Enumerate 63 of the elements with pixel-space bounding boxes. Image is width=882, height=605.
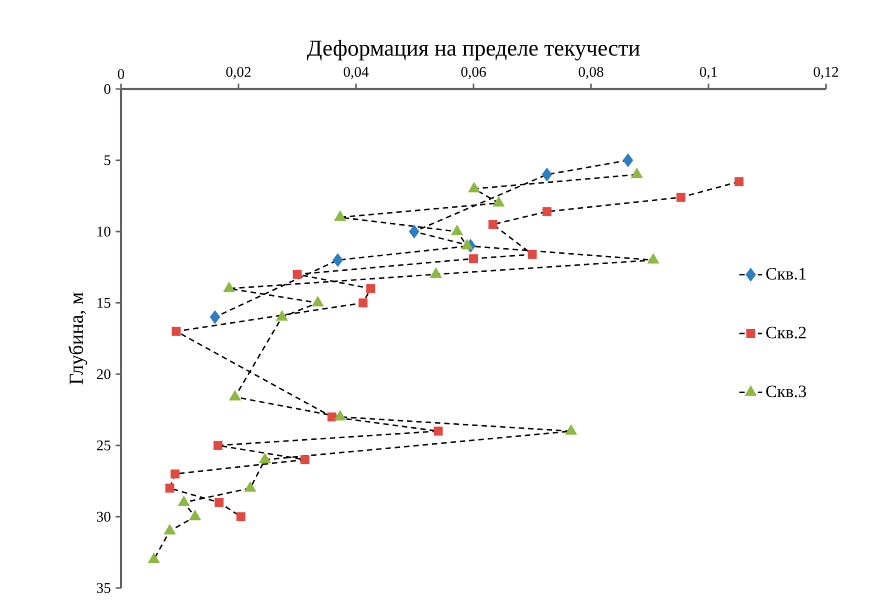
point [213, 440, 222, 450]
x-tick-label: 0 [118, 69, 124, 79]
x-tick-label: 0,04 [344, 66, 369, 79]
x-axis-title: Деформация на пределе текучести [306, 40, 640, 60]
y-tick-label: 15 [98, 298, 110, 308]
point [258, 452, 271, 464]
point [461, 238, 474, 250]
x-tick-label: 0,08 [578, 66, 604, 79]
y-tick-label: 30 [97, 512, 110, 522]
point [647, 253, 660, 264]
x-tick-label: 0,12 [814, 66, 838, 79]
point [170, 469, 180, 478]
point [492, 196, 505, 207]
point [528, 250, 537, 259]
point [178, 496, 190, 506]
x-tick-label: 0,1 [700, 66, 717, 79]
point [165, 484, 174, 493]
point [312, 296, 324, 306]
point [565, 424, 578, 435]
point [172, 326, 181, 336]
point [542, 207, 552, 216]
point [630, 168, 643, 178]
point [210, 310, 220, 324]
point [164, 524, 176, 534]
point [469, 254, 478, 264]
point [358, 298, 368, 308]
point [223, 282, 236, 292]
point [434, 426, 443, 436]
y-tick-label: 10 [98, 226, 110, 237]
y-axis-title: Глубина, м [68, 292, 88, 384]
point [334, 210, 346, 221]
y-tick-label: 25 [96, 440, 110, 450]
point [430, 267, 442, 278]
legend-label: Скв.2 [766, 326, 806, 338]
point [622, 153, 634, 168]
x-tick-label: 0,02 [226, 66, 251, 79]
point [189, 510, 202, 520]
point [292, 270, 302, 279]
y-tick-label: 35 [97, 583, 110, 593]
point [300, 455, 310, 464]
point [408, 224, 420, 238]
y-tick-label: 5 [104, 155, 110, 166]
point [148, 552, 160, 564]
point [236, 512, 246, 522]
point [214, 498, 224, 507]
point [542, 168, 552, 182]
point [366, 284, 376, 294]
point [676, 192, 686, 202]
x-tick-label: 0,06 [461, 66, 486, 79]
y-tick-label: 0 [104, 84, 110, 94]
point [468, 182, 480, 192]
point [332, 253, 343, 267]
legend-label: Скв.1 [766, 268, 806, 280]
point [451, 224, 464, 236]
point [229, 390, 241, 400]
point [327, 412, 336, 422]
point [244, 481, 256, 492]
y-tick-label: 20 [96, 369, 110, 380]
point [488, 220, 498, 229]
legend-label: Скв.3 [766, 386, 806, 398]
point [734, 177, 744, 186]
point [276, 310, 288, 321]
point [334, 410, 346, 420]
